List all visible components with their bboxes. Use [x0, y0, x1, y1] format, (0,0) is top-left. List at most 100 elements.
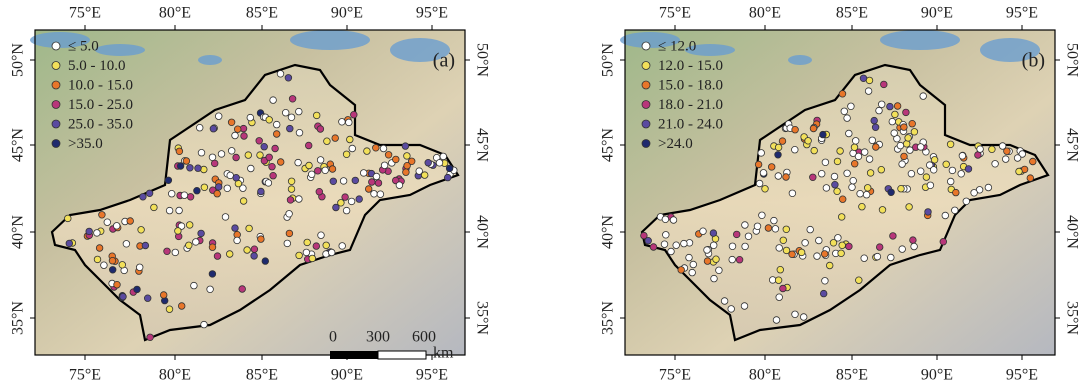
- station-point: [272, 145, 279, 152]
- x-tick-label: 75°E: [69, 367, 101, 384]
- station-point: [662, 216, 669, 223]
- station-point: [176, 207, 183, 214]
- station-point: [444, 174, 451, 181]
- legend-label: 15.0 - 18.0: [658, 77, 723, 93]
- station-point: [742, 243, 749, 250]
- station-point: [779, 138, 786, 145]
- station-point: [251, 246, 258, 253]
- x-tick-label: 95°E: [1006, 367, 1038, 384]
- station-point: [273, 121, 280, 128]
- station-point: [324, 138, 331, 145]
- station-point: [265, 180, 272, 187]
- x-tick-label: 85°E: [246, 5, 278, 22]
- station-point: [120, 293, 127, 300]
- station-point: [802, 240, 809, 247]
- y-tick-label: 45°N: [10, 128, 27, 162]
- station-point: [256, 138, 263, 145]
- legend-label: >35.0: [68, 136, 103, 152]
- station-point: [215, 113, 222, 120]
- station-point: [848, 103, 855, 110]
- x-tick-label: 95°E: [416, 5, 448, 22]
- station-point: [296, 129, 303, 136]
- lake: [95, 44, 145, 56]
- station-point: [844, 115, 851, 122]
- station-point: [704, 247, 711, 254]
- station-point: [768, 164, 775, 171]
- station-point: [425, 159, 432, 166]
- station-point: [891, 130, 898, 137]
- station-point: [364, 148, 371, 155]
- station-point: [989, 146, 996, 153]
- station-point: [943, 161, 950, 168]
- station-point: [317, 126, 324, 133]
- station-point: [776, 245, 783, 252]
- station-point: [247, 114, 254, 121]
- station-point: [287, 125, 294, 132]
- station-point: [792, 146, 799, 153]
- station-point: [186, 242, 193, 249]
- y-tick-label: 45°N: [1063, 128, 1080, 162]
- legend-label: 25.0 - 35.0: [68, 116, 133, 132]
- station-point: [175, 228, 182, 235]
- station-point: [309, 255, 316, 262]
- legend-label: 21.0 - 24.0: [658, 116, 723, 132]
- station-point: [196, 124, 203, 131]
- station-point: [288, 186, 295, 193]
- x-tick-label: 85°E: [836, 367, 868, 384]
- station-point: [329, 166, 336, 173]
- station-point: [906, 204, 913, 211]
- station-point: [838, 250, 845, 257]
- station-point: [214, 253, 221, 260]
- station-point: [716, 267, 723, 274]
- station-point: [775, 152, 782, 159]
- station-point: [839, 196, 846, 203]
- station-point: [742, 222, 749, 229]
- station-point: [771, 217, 778, 224]
- station-point: [898, 185, 905, 192]
- station-point: [704, 258, 711, 265]
- station-point: [288, 178, 295, 185]
- station-point: [123, 241, 130, 248]
- station-point: [892, 111, 899, 118]
- station-point: [239, 286, 246, 293]
- station-point: [328, 249, 335, 256]
- station-point: [728, 306, 735, 313]
- station-point: [160, 292, 167, 299]
- station-point: [119, 262, 126, 269]
- station-point: [209, 271, 216, 278]
- station-point: [839, 91, 846, 98]
- station-point: [277, 159, 284, 166]
- station-point: [1030, 158, 1037, 165]
- station-point: [947, 141, 954, 148]
- station-point: [244, 247, 251, 254]
- station-point: [863, 191, 870, 198]
- station-point: [867, 170, 874, 177]
- station-point: [1014, 155, 1021, 162]
- station-point: [765, 225, 772, 232]
- station-point: [910, 237, 917, 244]
- legend-label: 15.0 - 25.0: [68, 97, 133, 113]
- station-point: [775, 144, 782, 151]
- station-point: [942, 212, 949, 219]
- legend-symbol: [52, 140, 60, 148]
- station-point: [947, 178, 954, 185]
- station-point: [257, 152, 264, 159]
- station-point: [186, 222, 193, 229]
- station-point: [342, 194, 349, 201]
- station-point: [209, 154, 216, 161]
- station-point: [741, 303, 748, 310]
- station-point: [905, 135, 912, 142]
- station-point: [713, 256, 720, 263]
- station-point: [369, 179, 376, 186]
- station-point: [140, 194, 147, 201]
- station-point: [177, 163, 184, 170]
- station-point: [878, 166, 885, 173]
- station-point: [232, 225, 239, 232]
- station-point: [104, 219, 111, 226]
- station-point: [360, 170, 367, 177]
- y-tick-label: 50°N: [1063, 43, 1080, 77]
- station-point: [869, 137, 876, 144]
- y-tick-label: 35°N: [1063, 301, 1080, 335]
- station-point: [759, 212, 766, 219]
- station-point: [322, 167, 329, 174]
